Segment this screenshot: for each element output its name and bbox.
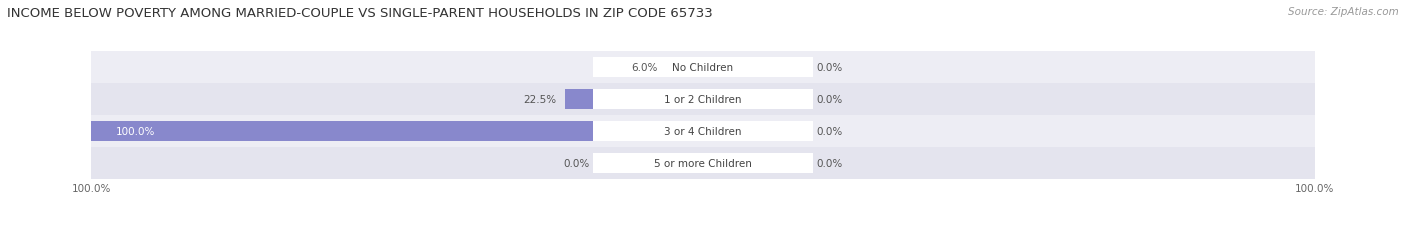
Text: 22.5%: 22.5% bbox=[523, 94, 557, 104]
Text: 0.0%: 0.0% bbox=[815, 94, 842, 104]
Text: 0.0%: 0.0% bbox=[815, 63, 842, 73]
Bar bbox=[91, 116, 1315, 148]
Text: 0.0%: 0.0% bbox=[815, 158, 842, 168]
Bar bbox=[703, 154, 740, 173]
Bar bbox=[666, 58, 703, 77]
Bar bbox=[703, 58, 740, 77]
Bar bbox=[703, 122, 740, 141]
Bar bbox=[91, 148, 1315, 179]
Text: 0.0%: 0.0% bbox=[815, 127, 842, 137]
Text: 100.0%: 100.0% bbox=[115, 127, 155, 137]
Bar bbox=[593, 154, 813, 173]
Bar bbox=[565, 90, 703, 109]
Bar bbox=[593, 58, 813, 77]
Text: 1 or 2 Children: 1 or 2 Children bbox=[664, 94, 742, 104]
Bar bbox=[91, 83, 1315, 116]
Bar bbox=[703, 90, 740, 109]
Text: 0.0%: 0.0% bbox=[564, 158, 591, 168]
Text: 6.0%: 6.0% bbox=[631, 63, 657, 73]
Bar bbox=[593, 90, 813, 109]
Text: No Children: No Children bbox=[672, 63, 734, 73]
Bar bbox=[666, 154, 703, 173]
Text: 5 or more Children: 5 or more Children bbox=[654, 158, 752, 168]
Text: INCOME BELOW POVERTY AMONG MARRIED-COUPLE VS SINGLE-PARENT HOUSEHOLDS IN ZIP COD: INCOME BELOW POVERTY AMONG MARRIED-COUPL… bbox=[7, 7, 713, 20]
Bar bbox=[91, 52, 1315, 83]
Text: Source: ZipAtlas.com: Source: ZipAtlas.com bbox=[1288, 7, 1399, 17]
Text: 3 or 4 Children: 3 or 4 Children bbox=[664, 127, 742, 137]
Bar bbox=[593, 122, 813, 141]
Bar bbox=[91, 122, 703, 141]
